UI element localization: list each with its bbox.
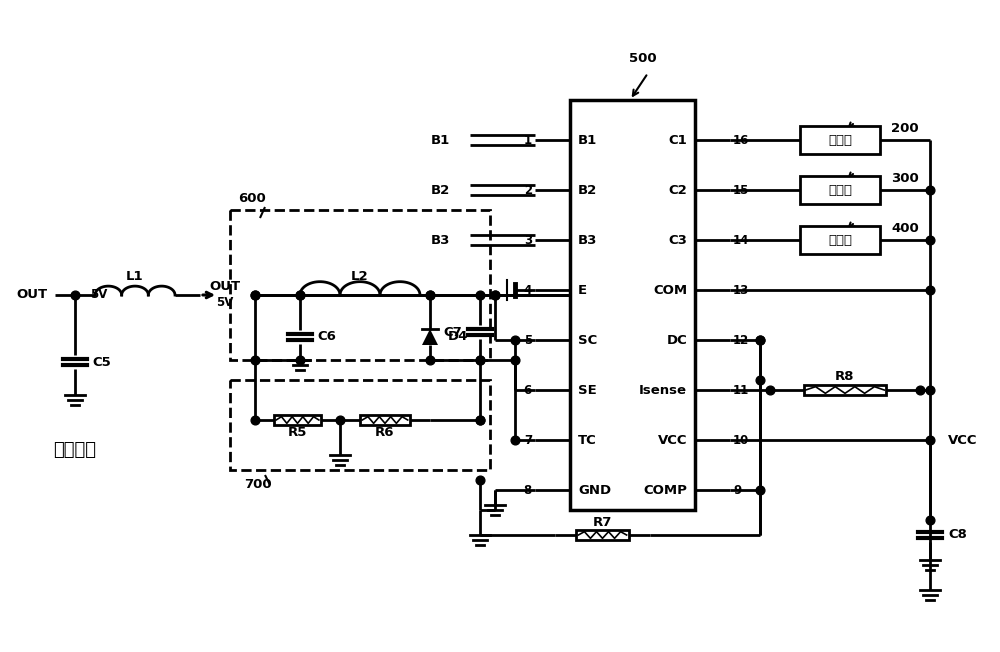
Text: 500: 500 — [629, 52, 657, 65]
Text: 5V: 5V — [216, 297, 234, 310]
Polygon shape — [422, 329, 438, 345]
Text: 12: 12 — [733, 334, 749, 346]
Text: 3: 3 — [524, 233, 532, 246]
Text: 5V: 5V — [90, 288, 107, 301]
Text: 8: 8 — [524, 484, 532, 497]
Text: R6: R6 — [375, 426, 395, 439]
Text: COMP: COMP — [643, 484, 687, 497]
Text: L2: L2 — [351, 271, 369, 284]
Text: B2: B2 — [578, 183, 597, 196]
Text: D4: D4 — [448, 331, 468, 344]
Text: SE: SE — [578, 383, 597, 396]
Text: 2: 2 — [524, 183, 532, 196]
Text: 1: 1 — [524, 134, 532, 147]
Text: C7: C7 — [443, 325, 462, 338]
Text: COM: COM — [653, 284, 687, 297]
Text: C6: C6 — [317, 331, 336, 344]
Bar — [274, 415, 321, 425]
Text: E: E — [578, 284, 587, 297]
Text: C8: C8 — [948, 529, 967, 542]
Text: C3: C3 — [668, 233, 687, 246]
Bar — [800, 176, 880, 204]
Text: 700: 700 — [244, 479, 272, 492]
Bar — [800, 226, 880, 254]
Text: 7: 7 — [524, 434, 532, 447]
Text: B1: B1 — [578, 134, 597, 147]
Text: C1: C1 — [668, 134, 687, 147]
Text: 5: 5 — [524, 334, 532, 346]
Text: OUT: OUT — [209, 280, 241, 293]
Text: C2: C2 — [668, 183, 687, 196]
Text: SC: SC — [578, 334, 597, 346]
Text: 继电器: 继电器 — [828, 183, 852, 196]
Bar — [800, 126, 880, 154]
Text: R8: R8 — [835, 370, 855, 383]
Text: 继电器: 继电器 — [828, 134, 852, 147]
Text: 13: 13 — [733, 284, 749, 297]
Text: 14: 14 — [733, 233, 749, 246]
Text: B2: B2 — [431, 183, 450, 196]
Text: GND: GND — [578, 484, 611, 497]
Text: B3: B3 — [578, 233, 597, 246]
Text: VCC: VCC — [658, 434, 687, 447]
Text: R5: R5 — [288, 426, 307, 439]
Text: 11: 11 — [733, 383, 749, 396]
Text: 二级滤波: 二级滤波 — [54, 441, 96, 459]
Text: 10: 10 — [733, 434, 749, 447]
Text: 4: 4 — [524, 284, 532, 297]
Text: 400: 400 — [891, 222, 919, 235]
Bar — [360, 415, 410, 425]
Text: TC: TC — [578, 434, 597, 447]
Text: VCC: VCC — [948, 434, 978, 447]
Bar — [570, 100, 695, 510]
Text: Isense: Isense — [639, 383, 687, 396]
Text: DC: DC — [666, 334, 687, 346]
Text: 6: 6 — [524, 383, 532, 396]
Text: R7: R7 — [593, 516, 612, 529]
Bar — [576, 530, 629, 540]
Text: 16: 16 — [733, 134, 749, 147]
Text: 15: 15 — [733, 183, 749, 196]
Text: L1: L1 — [126, 271, 144, 284]
Text: B3: B3 — [431, 233, 450, 246]
Text: 9: 9 — [733, 484, 741, 497]
Text: 300: 300 — [891, 171, 919, 185]
Text: 600: 600 — [238, 192, 266, 205]
Text: 继电器: 继电器 — [828, 233, 852, 246]
Text: C5: C5 — [92, 355, 111, 368]
Text: 200: 200 — [891, 121, 919, 134]
Text: OUT: OUT — [16, 288, 48, 301]
Bar — [804, 385, 886, 395]
Text: B1: B1 — [431, 134, 450, 147]
